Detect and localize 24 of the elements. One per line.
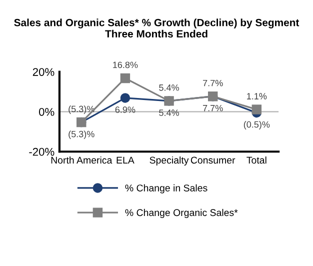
data-label: 16.8%: [113, 62, 138, 68]
data-label: 7.7%: [203, 104, 223, 112]
y-tick-label: 20%: [32, 68, 54, 76]
x-tick-label: Specialty: [150, 156, 189, 166]
data-label: 5.4%: [159, 84, 179, 91]
data-label: 6.9%: [115, 106, 136, 113]
point: [120, 93, 130, 103]
point: [252, 104, 262, 114]
data-label: 5.4%: [159, 110, 179, 116]
x-tick-label: ELA: [116, 156, 134, 164]
point: [120, 73, 130, 84]
legend-label: % Change in Sales: [125, 184, 208, 194]
x-tick-label: Total: [246, 156, 266, 164]
data-label: (5.3)%: [68, 106, 94, 114]
data-label: 1.1%: [247, 93, 267, 100]
y-tick-label: 0%: [38, 108, 54, 116]
data-label: (0.5)%: [244, 121, 270, 130]
x-tick-label: Consumer: [190, 156, 236, 164]
x-tick-label: North America: [51, 156, 112, 164]
legend-label: % Change Organic Sales*: [125, 208, 238, 218]
y-tick-label: -20%: [29, 148, 54, 156]
chart-title: Sales and Organic Sales* % Growth (Decline) by Segment Three Months Ended: [14, 18, 300, 38]
data-label: (5.3)%: [68, 130, 94, 140]
data-label: 7.7%: [203, 80, 223, 86]
